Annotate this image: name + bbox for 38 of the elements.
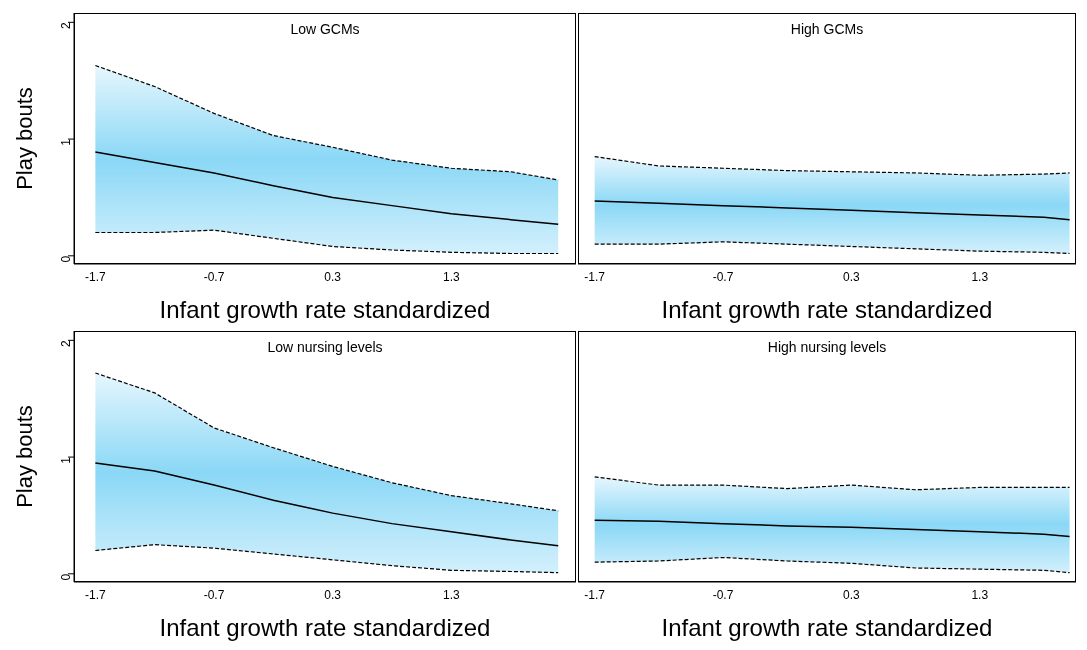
text: High GCMs (789, 21, 865, 37)
y-tick-label: 0 (59, 255, 74, 263)
x-tick-label: 0.3 (324, 269, 342, 284)
x-tick-label: 0.3 (843, 587, 861, 602)
x-tick-label: -1.7 (85, 269, 107, 284)
x-tick-label: 1.3 (443, 269, 461, 284)
line-series (94, 544, 559, 574)
x-tick-label: -0.7 (203, 587, 225, 602)
x-tick-label: -1.7 (85, 587, 107, 602)
line-series (94, 372, 559, 512)
line-series (94, 229, 559, 255)
text: Low nursing levels (266, 339, 384, 355)
y-tick-label: 0 (59, 573, 74, 581)
x-tick-label: -0.7 (203, 269, 225, 284)
y-tick-label: 1 (59, 456, 74, 464)
x-tick-label: -0.7 (712, 587, 734, 602)
text: Low GCMs (289, 21, 361, 37)
y-tick-label: 2 (59, 340, 74, 348)
line-series (94, 64, 559, 181)
x-tick-label: 1.3 (971, 587, 989, 602)
y-tick-label: 2 (59, 22, 74, 30)
x-axis-title: Infant growth rate standardized (159, 296, 491, 323)
y-axis-title: Play bouts (11, 405, 37, 508)
y-axis-title: Play bouts (11, 87, 37, 190)
x-tick-label: -1.7 (584, 587, 606, 602)
x-tick-label: 0.3 (843, 269, 861, 284)
line-series (94, 462, 559, 547)
x-tick-label: 1.3 (443, 587, 461, 602)
x-tick-label: 1.3 (971, 269, 989, 284)
x-tick-label: -0.7 (712, 269, 734, 284)
x-tick-label: -1.7 (584, 269, 606, 284)
text: High nursing levels (766, 339, 888, 355)
x-tick-label: 0.3 (324, 587, 342, 602)
x-axis-title: Infant growth rate standardized (661, 296, 993, 323)
line-series (94, 151, 559, 226)
x-axis-title: Infant growth rate standardized (159, 614, 491, 641)
y-tick-label: 1 (59, 138, 74, 146)
x-axis-title: Infant growth rate standardized (661, 614, 993, 641)
